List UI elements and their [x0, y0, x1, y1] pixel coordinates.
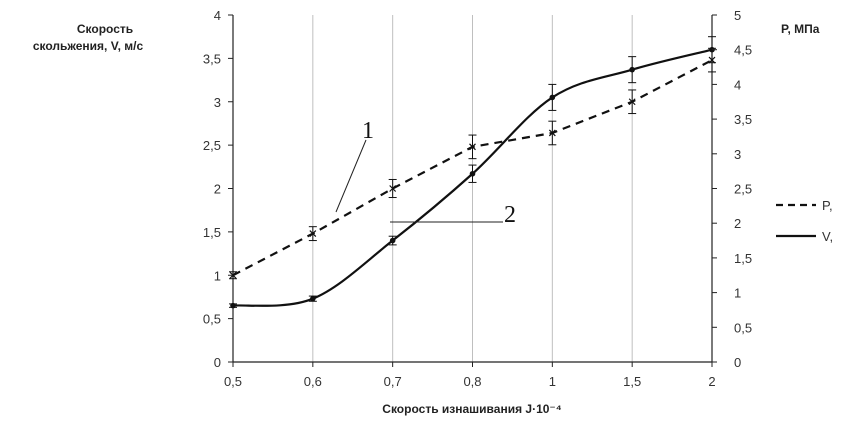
- y-left-tick-label: 1,5: [203, 225, 221, 240]
- data-point-v: [629, 66, 635, 73]
- callout-1-label: 1: [362, 118, 374, 144]
- y-right-tick-label: 0: [734, 355, 741, 370]
- x-tick-label: 0,7: [384, 374, 402, 389]
- y-right-tick-label: 4: [734, 77, 741, 92]
- callout-2-label: 2: [504, 202, 516, 228]
- y-right-axis-label: P, МПа: [781, 22, 820, 36]
- y-left-tick-label: 1: [214, 268, 221, 283]
- legend-label-p: P,: [822, 198, 833, 213]
- y-right-tick-label: 3,5: [734, 112, 752, 127]
- legend-label-v: V,: [822, 229, 833, 244]
- x-tick-label: 0,8: [463, 374, 481, 389]
- y-right-tick-label: 5: [734, 8, 741, 23]
- y-left-tick-label: 4: [214, 8, 221, 23]
- data-point-p: [628, 98, 636, 106]
- data-point-p: [309, 230, 317, 238]
- y-right-tick-label: 2,5: [734, 182, 752, 197]
- y-right-tick-label: 0,5: [734, 320, 752, 335]
- y-left-axis-label-line2: скольжения, V, м/с: [33, 39, 144, 53]
- x-tick-label: 0,5: [224, 374, 242, 389]
- callouts: 1 2: [335, 118, 516, 228]
- data-point-p: [469, 143, 476, 151]
- ticks-layer: 00,511,522,533,5400,511,522,533,544,550,…: [203, 8, 752, 389]
- data-point-v: [549, 94, 556, 101]
- x-axis-label: Скорость изнашивания J·10⁻⁴: [382, 402, 561, 416]
- y-right-tick-label: 1,5: [734, 251, 752, 266]
- x-tick-label: 1,5: [623, 374, 641, 389]
- y-left-axis-label-line1: Скорость: [77, 22, 133, 36]
- y-left-tick-label: 3,5: [203, 51, 221, 66]
- x-tick-label: 1: [549, 374, 556, 389]
- y-left-tick-label: 2: [214, 182, 221, 197]
- grid-layer: [312, 15, 633, 362]
- data-point-v: [230, 302, 236, 309]
- y-left-tick-label: 3: [214, 95, 221, 110]
- y-right-tick-label: 1: [734, 286, 741, 301]
- x-tick-label: 2: [708, 374, 715, 389]
- y-right-tick-label: 2: [734, 216, 741, 231]
- callout-1-leader: [335, 139, 367, 213]
- y-right-tick-label: 4,5: [734, 43, 752, 58]
- data-point-p: [548, 129, 556, 137]
- y-left-tick-label: 0: [214, 355, 221, 370]
- y-left-tick-label: 0,5: [203, 312, 221, 327]
- data-point-v: [389, 237, 396, 244]
- data-point-v: [469, 170, 476, 177]
- data-point-p: [389, 185, 397, 192]
- y-right-tick-label: 3: [734, 147, 741, 162]
- y-left-tick-label: 2,5: [203, 138, 221, 153]
- data-point-v: [310, 295, 316, 302]
- legend: P, V,: [776, 198, 833, 244]
- x-tick-label: 0,6: [304, 374, 322, 389]
